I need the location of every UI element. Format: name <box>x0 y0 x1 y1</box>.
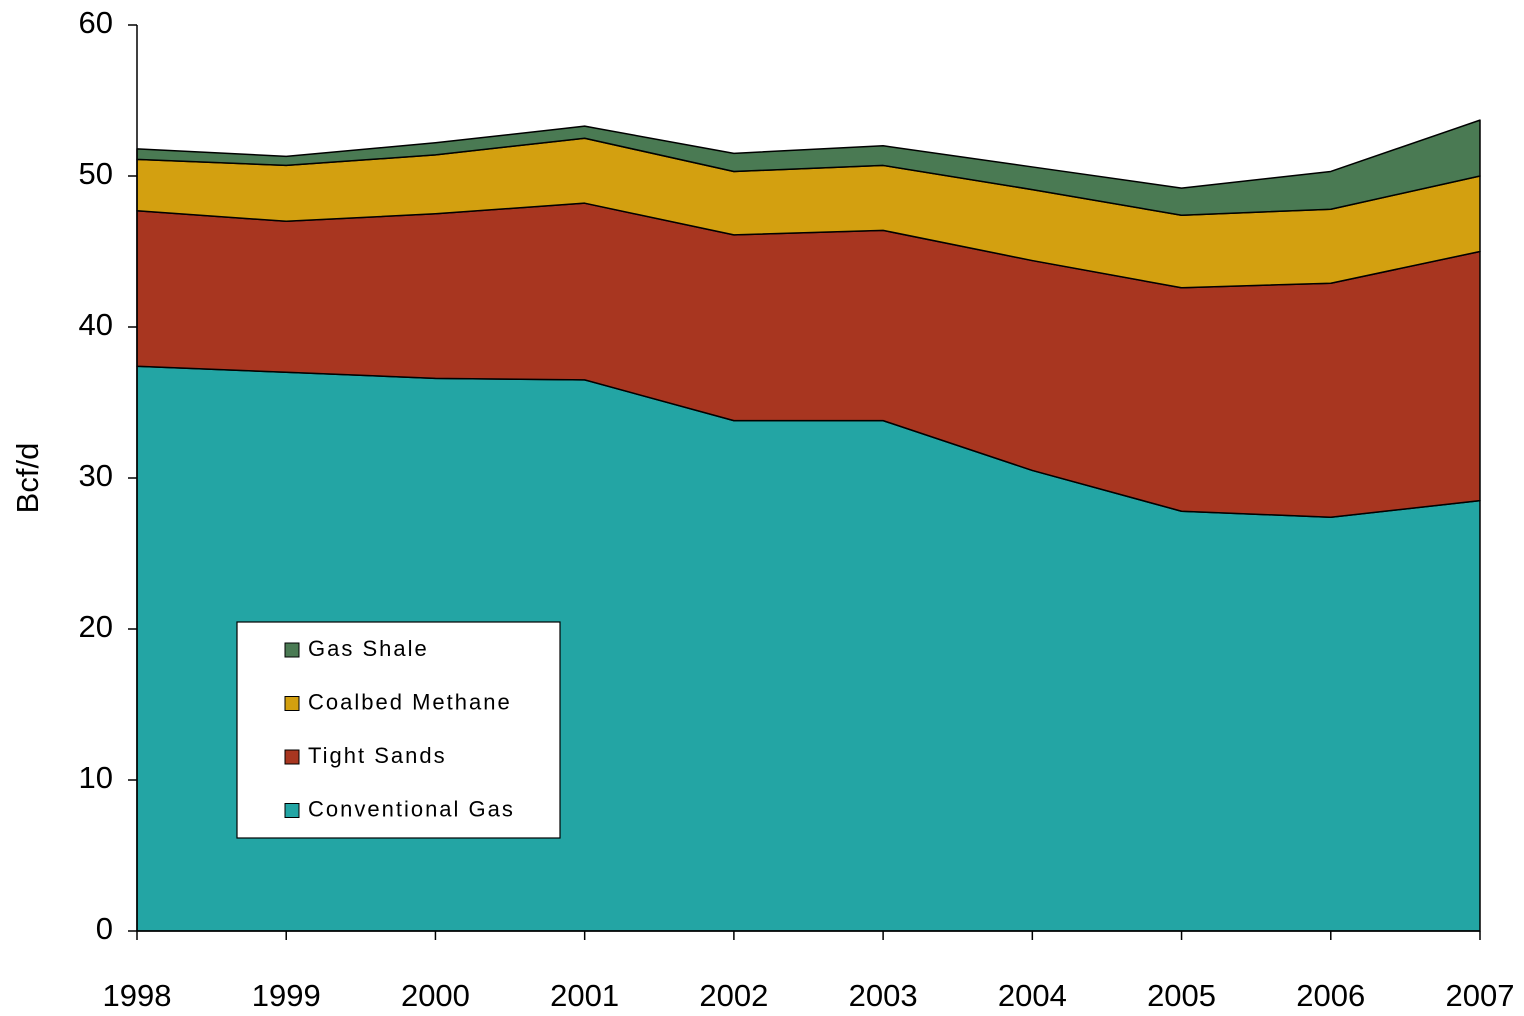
legend-label: Conventional Gas <box>308 796 515 821</box>
legend: Gas Shale Coalbed Methane Tight Sands Conve… <box>236 621 561 839</box>
legend-label: Tight Sands <box>308 743 447 768</box>
y-tick-label: 50 <box>79 156 113 191</box>
y-tick-label: 30 <box>79 458 113 493</box>
legend-box <box>236 621 561 839</box>
x-tick-label: 2001 <box>550 978 619 1013</box>
x-tick-label: 2004 <box>998 978 1067 1013</box>
y-tick-label: 20 <box>79 609 113 644</box>
legend-label: Coalbed Methane <box>308 689 512 714</box>
x-tick-label: 2003 <box>849 978 918 1013</box>
y-tick-label: 40 <box>79 307 113 342</box>
y-axis-label: Bcf/d <box>10 443 45 514</box>
legend-swatch <box>284 803 300 818</box>
x-tick-label: 2007 <box>1446 978 1515 1013</box>
x-tick-label: 2002 <box>699 978 768 1013</box>
y-tick-label: 0 <box>96 911 113 946</box>
legend-label: Gas Shale <box>308 636 429 661</box>
x-tick-label: 1999 <box>252 978 321 1013</box>
legend-swatch <box>284 642 300 658</box>
x-tick-label: 2006 <box>1296 978 1365 1013</box>
legend-swatch <box>284 749 300 765</box>
x-tick-label: 2005 <box>1147 978 1216 1013</box>
y-tick-label: 60 <box>79 5 113 40</box>
area <box>136 119 1481 217</box>
x-tick-label: 1998 <box>103 978 172 1013</box>
x-tick-label: 2000 <box>401 978 470 1013</box>
legend-swatch <box>284 696 300 711</box>
y-tick-label: 10 <box>79 760 113 795</box>
